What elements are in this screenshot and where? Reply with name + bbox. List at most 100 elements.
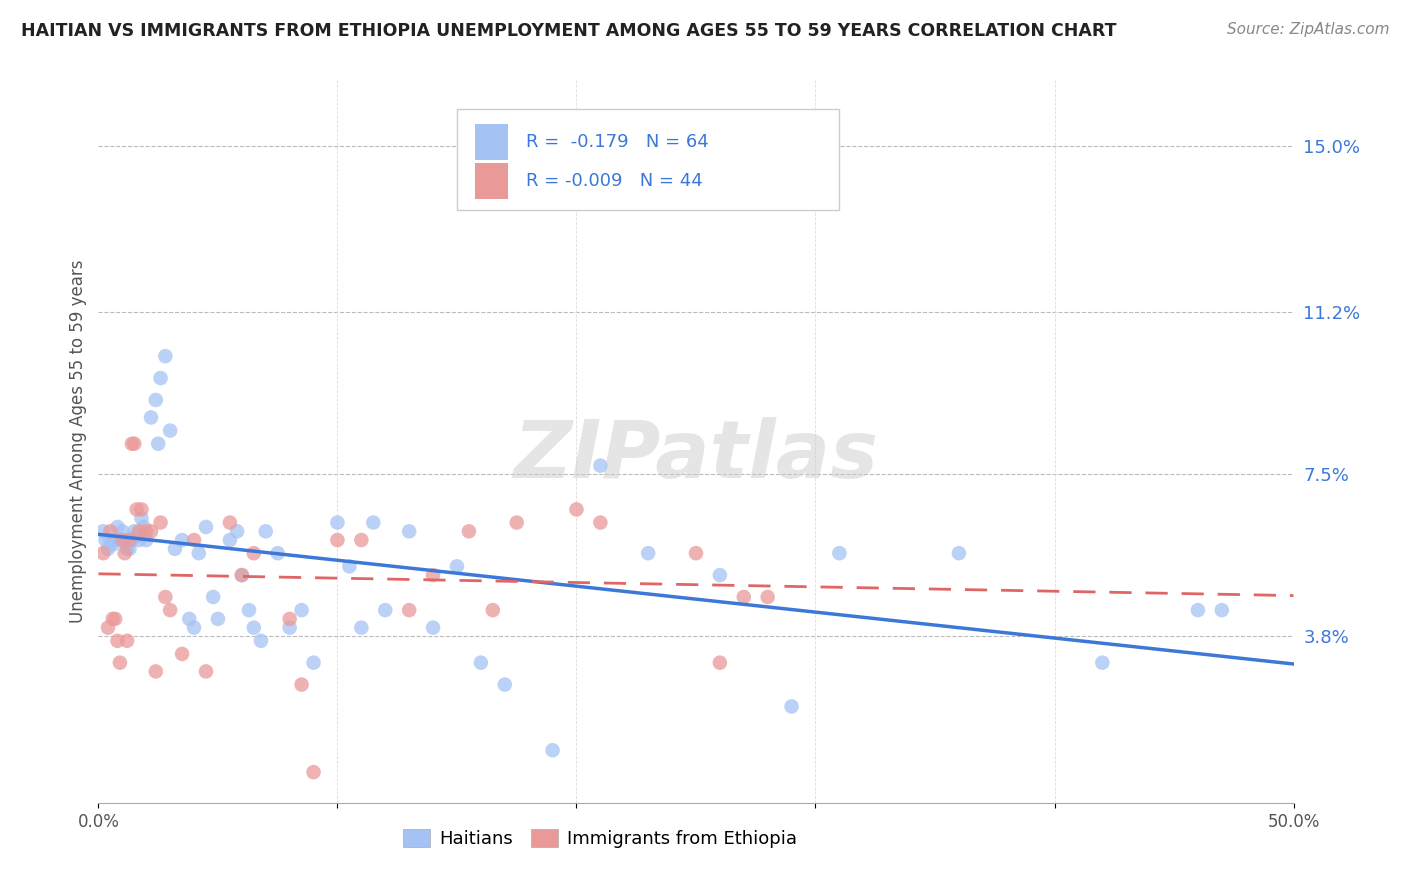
Text: R =  -0.179   N = 64: R = -0.179 N = 64	[526, 134, 709, 152]
Point	[780, 699, 803, 714]
Point	[124, 524, 146, 539]
Point	[267, 546, 290, 560]
Point	[108, 533, 131, 547]
Point	[101, 537, 124, 551]
Point	[254, 524, 277, 539]
Point	[128, 524, 150, 539]
Point	[243, 546, 266, 560]
Point	[111, 533, 134, 547]
Point	[326, 516, 349, 530]
Point	[219, 533, 242, 547]
Point	[291, 603, 314, 617]
Point	[589, 458, 612, 473]
Point	[104, 612, 127, 626]
Point	[131, 511, 153, 525]
Point	[97, 621, 120, 635]
Point	[458, 524, 481, 539]
Point	[506, 516, 529, 530]
Point	[172, 533, 194, 547]
Point	[422, 568, 444, 582]
Point	[124, 436, 146, 450]
Point	[111, 524, 134, 539]
Text: HAITIAN VS IMMIGRANTS FROM ETHIOPIA UNEMPLOYMENT AMONG AGES 55 TO 59 YEARS CORRE: HAITIAN VS IMMIGRANTS FROM ETHIOPIA UNEM…	[21, 22, 1116, 40]
Point	[709, 656, 731, 670]
Point	[470, 656, 492, 670]
Point	[107, 633, 129, 648]
Point	[541, 743, 564, 757]
Point	[135, 533, 157, 547]
Text: ZIPatlas: ZIPatlas	[513, 417, 879, 495]
Point	[709, 568, 731, 582]
Point	[125, 529, 148, 543]
Point	[149, 516, 172, 530]
Point	[97, 541, 120, 556]
FancyBboxPatch shape	[457, 109, 839, 211]
Point	[1211, 603, 1233, 617]
Point	[226, 524, 249, 539]
Point	[374, 603, 396, 617]
Point	[131, 502, 153, 516]
Point	[183, 533, 205, 547]
Point	[363, 516, 385, 530]
Point	[219, 516, 242, 530]
Point	[948, 546, 970, 560]
Point	[98, 533, 122, 547]
Point	[139, 524, 162, 539]
Point	[1187, 603, 1209, 617]
Point	[302, 656, 325, 670]
Point	[172, 647, 194, 661]
Point	[733, 590, 755, 604]
Point	[108, 656, 131, 670]
Point	[339, 559, 361, 574]
Point	[350, 621, 373, 635]
Point	[128, 533, 150, 547]
Point	[149, 371, 172, 385]
Point	[132, 520, 155, 534]
Point	[231, 568, 253, 582]
Point	[398, 524, 420, 539]
Point	[98, 524, 122, 539]
Point	[250, 633, 273, 648]
Point	[494, 677, 516, 691]
Point	[159, 603, 181, 617]
Point	[125, 502, 148, 516]
FancyBboxPatch shape	[475, 163, 509, 200]
Point	[145, 665, 167, 679]
Point	[135, 524, 157, 539]
Legend: Haitians, Immigrants from Ethiopia: Haitians, Immigrants from Ethiopia	[396, 822, 804, 855]
Point	[121, 533, 143, 547]
Point	[114, 546, 136, 560]
Point	[422, 621, 444, 635]
Point	[91, 546, 114, 560]
Point	[207, 612, 229, 626]
Text: Source: ZipAtlas.com: Source: ZipAtlas.com	[1226, 22, 1389, 37]
Point	[637, 546, 659, 560]
Point	[278, 621, 301, 635]
Point	[148, 436, 170, 450]
Point	[114, 533, 136, 547]
Point	[94, 533, 117, 547]
Point	[302, 765, 325, 780]
Y-axis label: Unemployment Among Ages 55 to 59 years: Unemployment Among Ages 55 to 59 years	[69, 260, 87, 624]
Point	[195, 520, 218, 534]
Point	[291, 677, 314, 691]
Point	[1091, 656, 1114, 670]
Point	[118, 541, 141, 556]
Point	[589, 516, 612, 530]
Point	[115, 541, 138, 556]
Point	[163, 541, 186, 556]
Point	[756, 590, 779, 604]
Point	[155, 349, 177, 363]
Point	[101, 612, 124, 626]
Point	[481, 603, 505, 617]
Point	[446, 559, 468, 574]
Text: R = -0.009   N = 44: R = -0.009 N = 44	[526, 172, 703, 190]
Point	[231, 568, 253, 582]
Point	[398, 603, 420, 617]
Point	[828, 546, 851, 560]
Point	[139, 410, 162, 425]
Point	[202, 590, 225, 604]
Point	[118, 533, 141, 547]
Point	[238, 603, 260, 617]
Point	[145, 392, 167, 407]
